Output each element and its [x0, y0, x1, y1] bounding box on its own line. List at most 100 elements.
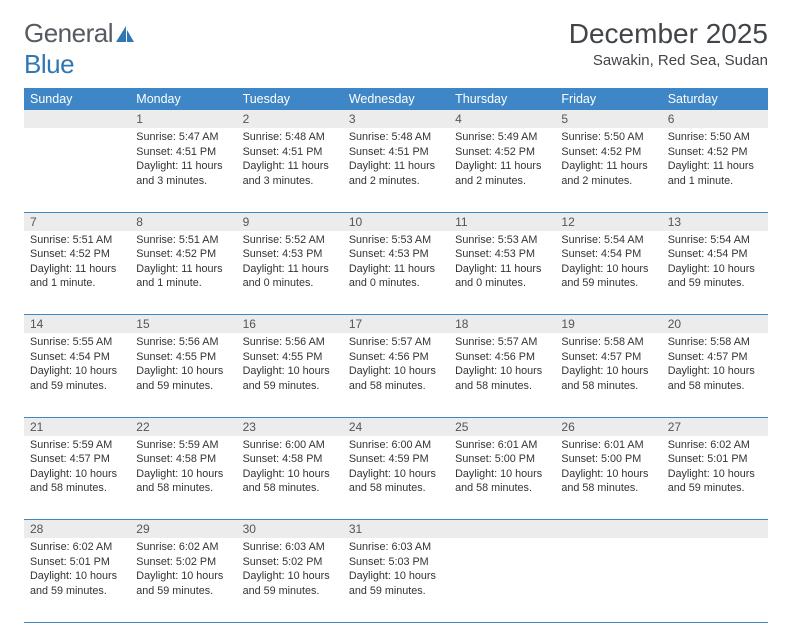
day-cell — [24, 128, 130, 212]
day-cell: Sunrise: 5:52 AMSunset: 4:53 PMDaylight:… — [237, 231, 343, 315]
daylight-text: Daylight: 11 hours and 2 minutes. — [455, 159, 549, 188]
brand-part2: Blue — [24, 49, 74, 79]
day-cell: Sunrise: 5:51 AMSunset: 4:52 PMDaylight:… — [24, 231, 130, 315]
daylight-text: Daylight: 10 hours and 59 minutes. — [30, 364, 124, 393]
sunset-text: Sunset: 5:02 PM — [243, 555, 337, 570]
title-block: December 2025 Sawakin, Red Sea, Sudan — [569, 18, 768, 69]
day-cell-body: Sunrise: 5:53 AMSunset: 4:53 PMDaylight:… — [343, 231, 449, 295]
sunset-text: Sunset: 4:52 PM — [561, 145, 655, 160]
day-cell: Sunrise: 5:53 AMSunset: 4:53 PMDaylight:… — [449, 231, 555, 315]
day-cell-body: Sunrise: 6:03 AMSunset: 5:02 PMDaylight:… — [237, 538, 343, 602]
day-number: 15 — [130, 315, 236, 334]
daylight-text: Daylight: 11 hours and 0 minutes. — [455, 262, 549, 291]
daylight-text: Daylight: 11 hours and 2 minutes. — [561, 159, 655, 188]
sunrise-text: Sunrise: 5:57 AM — [455, 335, 549, 350]
sunrise-text: Sunrise: 5:51 AM — [30, 233, 124, 248]
sunset-text: Sunset: 4:51 PM — [136, 145, 230, 160]
day-cell-body: Sunrise: 5:47 AMSunset: 4:51 PMDaylight:… — [130, 128, 236, 192]
day-cell: Sunrise: 6:02 AMSunset: 5:01 PMDaylight:… — [24, 538, 130, 622]
day-cell: Sunrise: 6:00 AMSunset: 4:58 PMDaylight:… — [237, 436, 343, 520]
brand-logo: GeneralBlue — [24, 18, 137, 80]
daylight-text: Daylight: 10 hours and 58 minutes. — [668, 364, 762, 393]
day-cell-body: Sunrise: 5:56 AMSunset: 4:55 PMDaylight:… — [237, 333, 343, 397]
daynum-row: 28293031 — [24, 520, 768, 539]
daynum-row: 78910111213 — [24, 212, 768, 231]
day-number — [662, 520, 768, 539]
day-cell-body: Sunrise: 5:56 AMSunset: 4:55 PMDaylight:… — [130, 333, 236, 397]
sunrise-text: Sunrise: 5:47 AM — [136, 130, 230, 145]
day-cell-body: Sunrise: 5:58 AMSunset: 4:57 PMDaylight:… — [555, 333, 661, 397]
brand-text: GeneralBlue — [24, 18, 137, 80]
sunrise-text: Sunrise: 5:56 AM — [243, 335, 337, 350]
week-row: Sunrise: 5:55 AMSunset: 4:54 PMDaylight:… — [24, 333, 768, 417]
daylight-text: Daylight: 11 hours and 3 minutes. — [243, 159, 337, 188]
sunset-text: Sunset: 4:52 PM — [136, 247, 230, 262]
sunset-text: Sunset: 4:52 PM — [30, 247, 124, 262]
daylight-text: Daylight: 10 hours and 59 minutes. — [668, 467, 762, 496]
day-cell-body: Sunrise: 6:00 AMSunset: 4:59 PMDaylight:… — [343, 436, 449, 500]
week-row: Sunrise: 5:51 AMSunset: 4:52 PMDaylight:… — [24, 231, 768, 315]
day-number: 25 — [449, 417, 555, 436]
day-cell-body: Sunrise: 5:48 AMSunset: 4:51 PMDaylight:… — [343, 128, 449, 192]
day-header-row: Sunday Monday Tuesday Wednesday Thursday… — [24, 88, 768, 110]
daylight-text: Daylight: 10 hours and 58 minutes. — [561, 364, 655, 393]
day-cell: Sunrise: 5:58 AMSunset: 4:57 PMDaylight:… — [662, 333, 768, 417]
day-number: 30 — [237, 520, 343, 539]
daylight-text: Daylight: 10 hours and 58 minutes. — [561, 467, 655, 496]
sunset-text: Sunset: 5:03 PM — [349, 555, 443, 570]
day-cell-body: Sunrise: 6:01 AMSunset: 5:00 PMDaylight:… — [555, 436, 661, 500]
day-header: Wednesday — [343, 88, 449, 110]
sunrise-text: Sunrise: 6:02 AM — [668, 438, 762, 453]
day-number: 20 — [662, 315, 768, 334]
day-number: 26 — [555, 417, 661, 436]
day-cell: Sunrise: 6:01 AMSunset: 5:00 PMDaylight:… — [449, 436, 555, 520]
day-cell: Sunrise: 5:51 AMSunset: 4:52 PMDaylight:… — [130, 231, 236, 315]
day-cell — [555, 538, 661, 622]
day-cell-body: Sunrise: 5:51 AMSunset: 4:52 PMDaylight:… — [24, 231, 130, 295]
day-header: Saturday — [662, 88, 768, 110]
day-cell: Sunrise: 5:48 AMSunset: 4:51 PMDaylight:… — [343, 128, 449, 212]
daylight-text: Daylight: 10 hours and 58 minutes. — [349, 467, 443, 496]
sunset-text: Sunset: 4:58 PM — [243, 452, 337, 467]
day-number — [24, 110, 130, 128]
sunset-text: Sunset: 4:59 PM — [349, 452, 443, 467]
sunset-text: Sunset: 4:55 PM — [136, 350, 230, 365]
sunset-text: Sunset: 5:01 PM — [668, 452, 762, 467]
day-cell-body: Sunrise: 5:53 AMSunset: 4:53 PMDaylight:… — [449, 231, 555, 295]
day-cell: Sunrise: 5:58 AMSunset: 4:57 PMDaylight:… — [555, 333, 661, 417]
day-number: 14 — [24, 315, 130, 334]
day-cell: Sunrise: 6:03 AMSunset: 5:03 PMDaylight:… — [343, 538, 449, 622]
sunset-text: Sunset: 5:01 PM — [30, 555, 124, 570]
day-cell: Sunrise: 5:47 AMSunset: 4:51 PMDaylight:… — [130, 128, 236, 212]
day-cell: Sunrise: 5:57 AMSunset: 4:56 PMDaylight:… — [343, 333, 449, 417]
day-number: 22 — [130, 417, 236, 436]
day-number: 13 — [662, 212, 768, 231]
sunset-text: Sunset: 4:56 PM — [349, 350, 443, 365]
sunset-text: Sunset: 4:53 PM — [349, 247, 443, 262]
day-number: 8 — [130, 212, 236, 231]
day-number — [555, 520, 661, 539]
sunset-text: Sunset: 4:54 PM — [561, 247, 655, 262]
sunrise-text: Sunrise: 6:03 AM — [243, 540, 337, 555]
day-cell: Sunrise: 5:53 AMSunset: 4:53 PMDaylight:… — [343, 231, 449, 315]
day-cell: Sunrise: 5:48 AMSunset: 4:51 PMDaylight:… — [237, 128, 343, 212]
daylight-text: Daylight: 10 hours and 58 minutes. — [30, 467, 124, 496]
day-cell-body: Sunrise: 5:49 AMSunset: 4:52 PMDaylight:… — [449, 128, 555, 192]
day-cell-body: Sunrise: 6:02 AMSunset: 5:02 PMDaylight:… — [130, 538, 236, 602]
day-number: 9 — [237, 212, 343, 231]
sunset-text: Sunset: 5:00 PM — [561, 452, 655, 467]
daylight-text: Daylight: 10 hours and 58 minutes. — [243, 467, 337, 496]
week-row: Sunrise: 5:47 AMSunset: 4:51 PMDaylight:… — [24, 128, 768, 212]
day-cell: Sunrise: 6:00 AMSunset: 4:59 PMDaylight:… — [343, 436, 449, 520]
daylight-text: Daylight: 11 hours and 3 minutes. — [136, 159, 230, 188]
day-number: 27 — [662, 417, 768, 436]
day-cell-body: Sunrise: 5:58 AMSunset: 4:57 PMDaylight:… — [662, 333, 768, 397]
sunrise-text: Sunrise: 5:52 AM — [243, 233, 337, 248]
day-number — [449, 520, 555, 539]
day-cell-body: Sunrise: 5:59 AMSunset: 4:58 PMDaylight:… — [130, 436, 236, 500]
day-cell-body: Sunrise: 5:57 AMSunset: 4:56 PMDaylight:… — [343, 333, 449, 397]
sunset-text: Sunset: 4:51 PM — [243, 145, 337, 160]
day-cell-body: Sunrise: 6:00 AMSunset: 4:58 PMDaylight:… — [237, 436, 343, 500]
daylight-text: Daylight: 11 hours and 1 minute. — [136, 262, 230, 291]
daylight-text: Daylight: 10 hours and 58 minutes. — [349, 364, 443, 393]
